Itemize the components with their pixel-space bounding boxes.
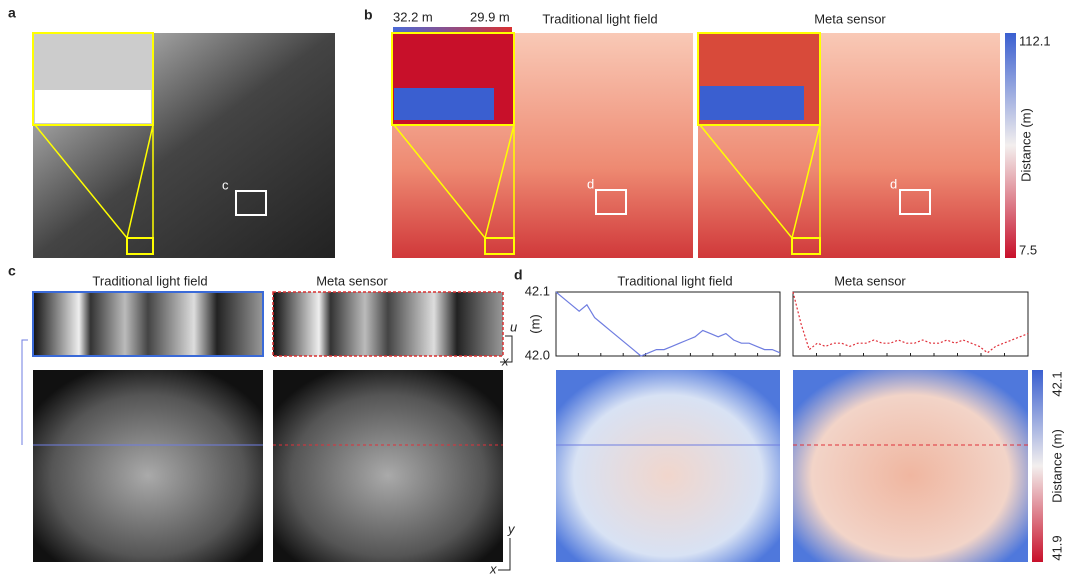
- panel-label: d: [514, 267, 523, 283]
- y-tick-label: 42.0: [525, 347, 550, 362]
- zoom-box: [126, 237, 154, 255]
- photo: [33, 370, 263, 562]
- title: Traditional light field: [542, 11, 657, 26]
- scale-label: 29.9 m: [470, 9, 510, 24]
- inset-detail: [35, 90, 151, 123]
- zoom-lines: [34, 124, 154, 240]
- connector: [21, 339, 28, 445]
- title: Traditional light field: [617, 273, 732, 288]
- profile: [792, 291, 1029, 354]
- y-axis-label: (m): [527, 314, 542, 334]
- axis-label: u: [510, 319, 517, 334]
- colorbar: [1005, 33, 1016, 258]
- axis-label: x: [501, 353, 509, 368]
- depth-map: [793, 370, 1028, 562]
- title: Meta sensor: [316, 273, 388, 288]
- colorbar-min: 7.5: [1019, 242, 1037, 257]
- colorbar: [1032, 370, 1043, 562]
- depth-map: [391, 32, 693, 258]
- axis-arrows: [500, 335, 513, 363]
- depth-map: [697, 32, 1000, 258]
- depth-map: [556, 370, 780, 562]
- colorbar-label: Distance (m): [1018, 108, 1033, 182]
- panel-label: c: [8, 263, 16, 279]
- epi-image: [272, 291, 504, 357]
- title: Meta sensor: [834, 273, 906, 288]
- panel-label: a: [8, 5, 16, 21]
- title: Traditional light field: [92, 273, 207, 288]
- plot-frame: [555, 291, 781, 357]
- panel-label: b: [364, 7, 373, 23]
- box-label: d: [587, 176, 594, 191]
- profile: [555, 291, 781, 357]
- colorbar-min: 41.9: [1049, 535, 1064, 560]
- axis-label: x: [489, 561, 497, 576]
- title: Meta sensor: [814, 11, 886, 26]
- axis-label: y: [507, 521, 516, 536]
- photo: [273, 370, 503, 562]
- box-label: c: [222, 177, 229, 192]
- scale-bar: [393, 27, 512, 34]
- box: [235, 190, 267, 216]
- colorbar-max: 42.1: [1049, 371, 1064, 396]
- colorbar-max: 112.1: [1019, 33, 1051, 48]
- epi-image: [32, 291, 264, 357]
- axis-arrows: [498, 538, 511, 571]
- colorbar-label: Distance (m): [1049, 429, 1064, 503]
- box-label: d: [890, 176, 897, 191]
- y-tick-label: 42.1: [525, 283, 550, 298]
- plot-frame: [792, 291, 1029, 357]
- scale-label: 32.2 m: [393, 9, 433, 24]
